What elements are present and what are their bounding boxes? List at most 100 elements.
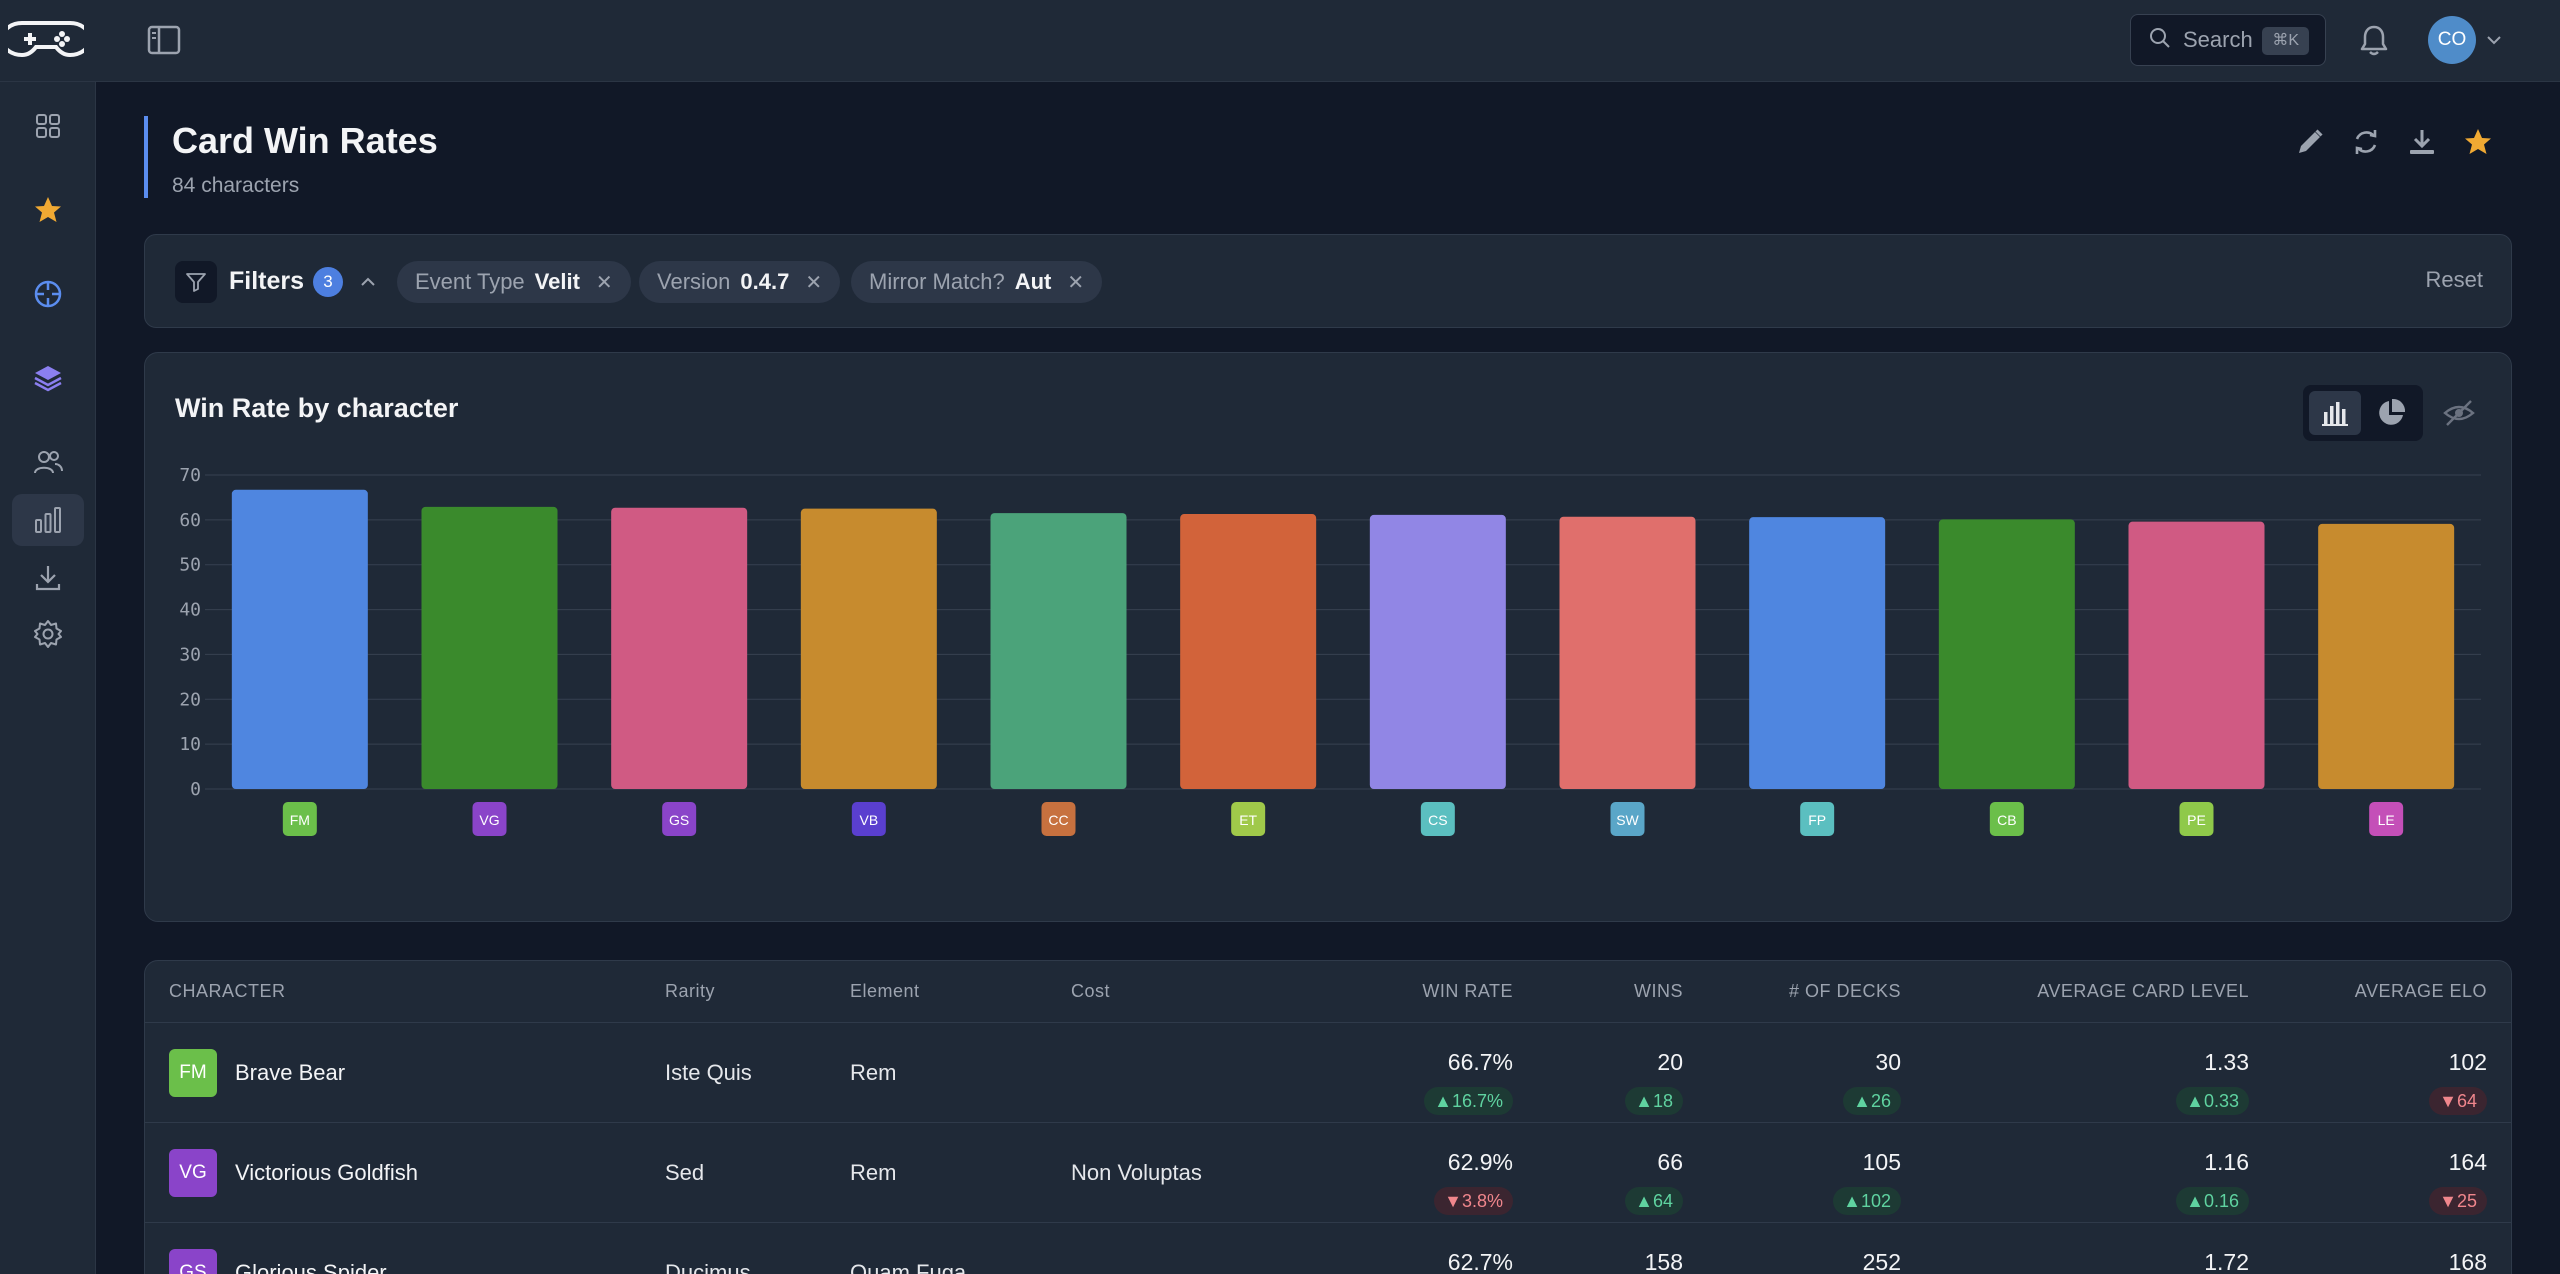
sidebar-item-analytics[interactable]	[12, 494, 84, 546]
x-tick-label: ET	[1239, 812, 1257, 828]
rarity-cell: Iste Quis	[665, 1060, 752, 1085]
table-header: CHARACTER Rarity Element Cost WIN RATE W…	[145, 961, 2511, 1023]
column-header-decks[interactable]: # OF DECKS	[1788, 981, 1901, 1001]
x-tick-badge	[2369, 802, 2404, 836]
cost-cell: Non Voluptas	[1071, 1160, 1202, 1185]
bar-le	[2318, 523, 2455, 789]
column-header-cost[interactable]: Cost	[1071, 981, 1111, 1001]
chevron-up-icon[interactable]	[357, 271, 379, 293]
bar-cb	[1938, 519, 2075, 789]
filter-count-badge: 3	[313, 267, 343, 297]
sidebar-item-favorites[interactable]	[12, 184, 84, 236]
sidebar-item-dashboard[interactable]	[12, 100, 84, 152]
x-tick-badge	[851, 802, 886, 836]
filters-label: Filters	[229, 267, 305, 295]
bar-cs	[1369, 514, 1506, 789]
decks-delta-badge: ▲102	[1833, 1187, 1901, 1215]
bell-icon[interactable]	[2356, 22, 2392, 58]
bar-chart-toggle-button[interactable]	[2309, 391, 2361, 435]
filter-chip-version[interactable]: Version 0.4.7 ✕	[639, 261, 841, 303]
filter-chip-event-type[interactable]: Event Type Velit ✕	[397, 261, 631, 303]
element-cell: Rem	[850, 1060, 897, 1085]
card-level-value: 1.72	[2204, 1249, 2249, 1274]
search-input[interactable]: Search ⌘K	[2130, 14, 2326, 66]
character-avatar: VG	[169, 1149, 217, 1197]
chip-key: Mirror Match?	[869, 269, 1005, 294]
users-icon	[34, 451, 63, 474]
table-row[interactable]: GS Glorious Spider Ducimus Quam Fuga 62.7% 15…	[145, 1223, 2511, 1274]
page-title: Card Win Rates	[172, 120, 438, 161]
chart-card: 0 10 20 30 40 50 60 70 FM VG GS VB CC ET CS SW FP CB PE LE …	[144, 352, 2512, 922]
favorite-button[interactable]	[2460, 124, 2496, 160]
character-avatar: GS	[169, 1249, 217, 1274]
search-placeholder: Search	[2183, 27, 2253, 52]
x-tick-label: VB	[859, 812, 878, 828]
table-row[interactable]: FM Brave Bear Iste Quis Rem 66.7% ▲16.7% 20 ▲18…	[145, 1023, 2511, 1123]
character-name: Glorious Spider	[235, 1260, 387, 1274]
download-button[interactable]	[2404, 124, 2440, 160]
search-shortcut-badge: ⌘K	[2262, 27, 2309, 55]
column-header-character[interactable]: CHARACTER	[169, 981, 286, 1001]
elo-value: 164	[2448, 1149, 2487, 1175]
sidebar-item-explore[interactable]	[12, 268, 84, 320]
sidebar-item-layers[interactable]	[12, 352, 84, 404]
chart-title: Win Rate by character	[175, 393, 459, 423]
edit-button[interactable]	[2292, 124, 2328, 160]
search-icon	[2149, 27, 2171, 54]
column-header-average-elo[interactable]: AVERAGE ELO	[2354, 981, 2487, 1001]
column-header-rarity[interactable]: Rarity	[665, 981, 716, 1001]
filter-chip-mirror-match[interactable]: Mirror Match? Aut ✕	[851, 261, 1103, 303]
gear-icon	[34, 620, 62, 648]
bar-fp	[1749, 517, 1886, 789]
gamepad-logo-icon[interactable]	[0, 15, 92, 63]
header-actions	[2292, 124, 2496, 160]
close-icon[interactable]: ✕	[595, 271, 613, 294]
download-icon	[2410, 130, 2434, 154]
avatar[interactable]: CO	[2428, 16, 2476, 64]
x-tick-badge	[1231, 802, 1266, 836]
column-header-element[interactable]: Element	[850, 981, 920, 1001]
decks-delta-badge: ▲26	[1843, 1087, 1901, 1115]
sidebar-item-settings[interactable]	[12, 608, 84, 660]
card-level-value: 1.33	[2204, 1049, 2249, 1075]
star-icon	[35, 197, 61, 222]
x-tick-badge	[1989, 802, 2024, 836]
sidebar-item-downloads[interactable]	[12, 552, 84, 604]
column-header-wins[interactable]: WINS	[1634, 981, 1683, 1001]
close-icon[interactable]: ✕	[1067, 271, 1085, 294]
column-header-win-rate[interactable]: WIN RATE	[1422, 981, 1513, 1001]
column-header-average-card-level[interactable]: AVERAGE CARD LEVEL	[2037, 981, 2249, 1001]
card-level-delta-badge: ▲0.16	[2176, 1187, 2249, 1215]
filter-bar: Filters 3 Event Type Velit ✕ Version 0.4…	[144, 234, 2512, 328]
bar-fm	[231, 489, 368, 789]
chip-value: 0.4.7	[740, 269, 790, 294]
close-icon[interactable]: ✕	[805, 271, 823, 294]
y-tick-label: 30	[179, 644, 201, 665]
chevron-down-icon[interactable]	[2484, 30, 2504, 50]
x-tick-badge	[1420, 802, 1455, 836]
card-level-value: 1.16	[2204, 1149, 2249, 1175]
star-icon	[2465, 129, 2491, 154]
x-tick-label: CB	[1997, 812, 2016, 828]
elo-delta-badge: ▼64	[2429, 1087, 2487, 1115]
sidebar-toggle-icon[interactable]	[146, 24, 182, 56]
x-tick-badge	[662, 802, 697, 836]
y-tick-label: 40	[179, 600, 201, 621]
wins-value: 20	[1657, 1049, 1683, 1075]
filter-button[interactable]	[175, 261, 217, 303]
wins-value: 66	[1657, 1149, 1683, 1175]
table-row[interactable]: VG Victorious Goldfish Sed Rem Non Voluptas 6…	[145, 1123, 2511, 1223]
reset-button[interactable]: Reset	[2425, 267, 2483, 292]
pie-chart-icon	[2379, 398, 2406, 425]
character-name: Victorious Goldfish	[235, 1160, 419, 1185]
bar-et	[1180, 514, 1317, 789]
x-tick-badge	[1041, 802, 1076, 836]
sidebar-item-users[interactable]	[12, 436, 84, 488]
pie-chart-toggle-button[interactable]	[2365, 391, 2417, 435]
layers-icon	[34, 366, 62, 392]
decks-value: 252	[1862, 1249, 1901, 1274]
refresh-button[interactable]	[2348, 124, 2384, 160]
grid-icon	[36, 114, 60, 138]
hide-chart-button[interactable]	[2439, 393, 2479, 433]
character-table: CHARACTER Rarity Element Cost WIN RATE W…	[144, 960, 2512, 1274]
